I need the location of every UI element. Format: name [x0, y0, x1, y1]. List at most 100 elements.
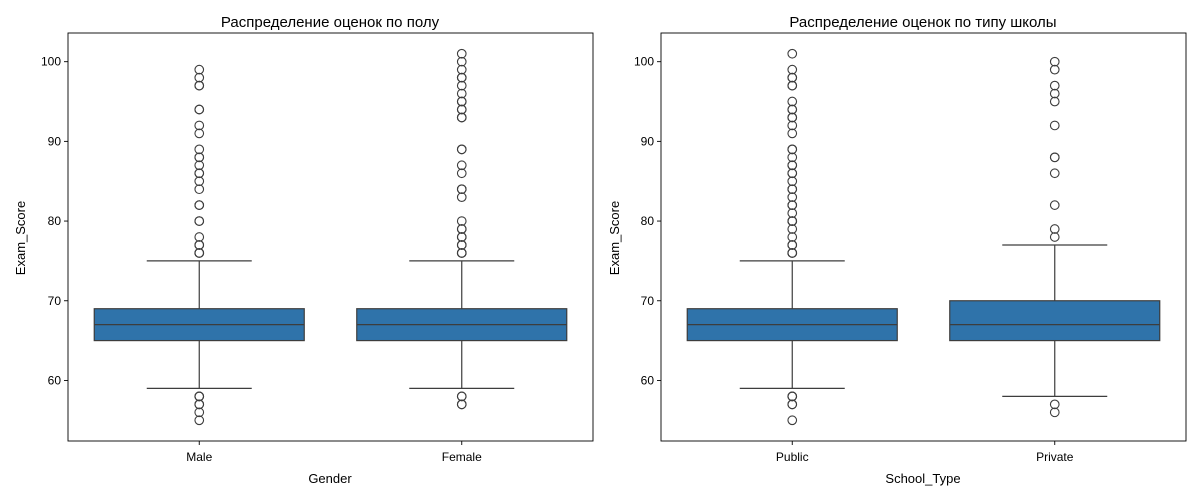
outlier-point — [194, 200, 205, 210]
outlier-point — [787, 415, 798, 426]
outlier-point — [787, 104, 798, 115]
y-tick-label: 90 — [641, 134, 655, 148]
outlier-point — [194, 248, 205, 258]
outlier-point — [456, 72, 467, 83]
outlier-point — [787, 72, 798, 83]
outlier-point — [1049, 399, 1060, 410]
outlier-point — [456, 48, 467, 59]
outlier-point — [456, 399, 467, 410]
outlier-point — [787, 200, 798, 210]
outlier-point — [787, 112, 798, 123]
outlier-point — [194, 144, 205, 155]
outlier-point — [787, 184, 798, 195]
outlier-point — [787, 96, 798, 107]
box-iqr — [949, 300, 1161, 342]
outlier-point — [456, 184, 467, 195]
y-tick-label: 60 — [641, 373, 655, 387]
outlier-point — [1049, 96, 1060, 107]
outlier-point — [787, 120, 798, 131]
x-tick-label: Public — [776, 450, 809, 464]
chart-title: Распределение оценок по типу школы — [789, 14, 1056, 31]
outlier-point — [787, 232, 798, 242]
outlier-point — [1049, 407, 1060, 418]
outlier-point — [1049, 88, 1060, 99]
y-tick-label: 80 — [641, 214, 655, 228]
y-axis-label: Exam_Score — [607, 201, 622, 275]
outlier-point — [194, 391, 205, 402]
outlier-point — [456, 160, 467, 171]
outlier-point — [194, 80, 205, 91]
outlier-point — [456, 248, 467, 258]
outlier-point — [456, 96, 467, 107]
y-tick-label: 70 — [48, 294, 62, 308]
outlier-point — [194, 240, 205, 250]
outlier-point — [1049, 80, 1060, 91]
outlier-point — [1049, 200, 1060, 210]
x-tick-label: Private — [1036, 450, 1074, 464]
outlier-point — [787, 240, 798, 250]
plot-frame — [67, 32, 594, 442]
outlier-point — [787, 80, 798, 91]
y-tick-label: 60 — [48, 373, 62, 387]
x-axis-label: Gender — [308, 471, 352, 486]
chart-title: Распределение оценок по полу — [221, 14, 440, 31]
outlier-point — [787, 192, 798, 203]
plot-frame — [660, 32, 1187, 442]
outlier-point — [194, 128, 205, 139]
outlier-point — [1049, 232, 1060, 242]
outlier-point — [194, 407, 205, 418]
outlier-point — [787, 208, 798, 218]
y-tick-label: 90 — [48, 134, 62, 148]
x-tick-label: Female — [442, 450, 482, 464]
outlier-point — [194, 216, 205, 226]
outlier-point — [194, 104, 205, 115]
outlier-point — [456, 224, 467, 234]
y-tick-label: 70 — [641, 294, 655, 308]
outlier-point — [456, 240, 467, 250]
outlier-point — [1049, 224, 1060, 234]
outlier-point — [456, 391, 467, 402]
outlier-point — [1049, 152, 1060, 163]
x-tick-label: Male — [186, 450, 212, 464]
outlier-point — [194, 64, 205, 75]
y-tick-label: 100 — [634, 55, 654, 69]
outlier-point — [787, 176, 798, 187]
outlier-point — [787, 399, 798, 410]
outlier-point — [787, 152, 798, 163]
outlier-point — [787, 391, 798, 402]
y-tick-label: 80 — [48, 214, 62, 228]
outlier-point — [1049, 120, 1060, 131]
outlier-point — [456, 64, 467, 75]
outlier-point — [787, 128, 798, 139]
outlier-point — [787, 64, 798, 75]
outlier-point — [194, 176, 205, 187]
outlier-point — [787, 224, 798, 234]
outlier-point — [456, 56, 467, 67]
y-axis-label: Exam_Score — [13, 201, 28, 275]
outlier-point — [194, 120, 205, 131]
subplot-school-type: Распределение оценок по типу школы Schoo… — [607, 14, 1187, 486]
subplot-gender: Распределение оценок по полу Gender Exam… — [13, 14, 594, 486]
outlier-point — [456, 88, 467, 99]
outlier-point — [787, 160, 798, 171]
outlier-point — [456, 112, 467, 123]
outlier-point — [787, 48, 798, 59]
x-axis-label: School_Type — [885, 471, 960, 486]
outlier-point — [456, 232, 467, 242]
outlier-point — [1049, 64, 1060, 75]
outlier-point — [194, 399, 205, 410]
outlier-point — [1049, 56, 1060, 67]
outlier-point — [194, 232, 205, 242]
outlier-point — [194, 160, 205, 171]
outlier-point — [456, 192, 467, 203]
outlier-point — [787, 248, 798, 258]
outlier-point — [787, 168, 798, 179]
outlier-point — [194, 168, 205, 179]
y-tick-label: 100 — [41, 55, 61, 69]
outlier-point — [194, 184, 205, 195]
outlier-point — [194, 415, 205, 426]
outlier-point — [456, 216, 467, 226]
outlier-point — [1049, 168, 1060, 179]
outlier-point — [456, 168, 467, 179]
